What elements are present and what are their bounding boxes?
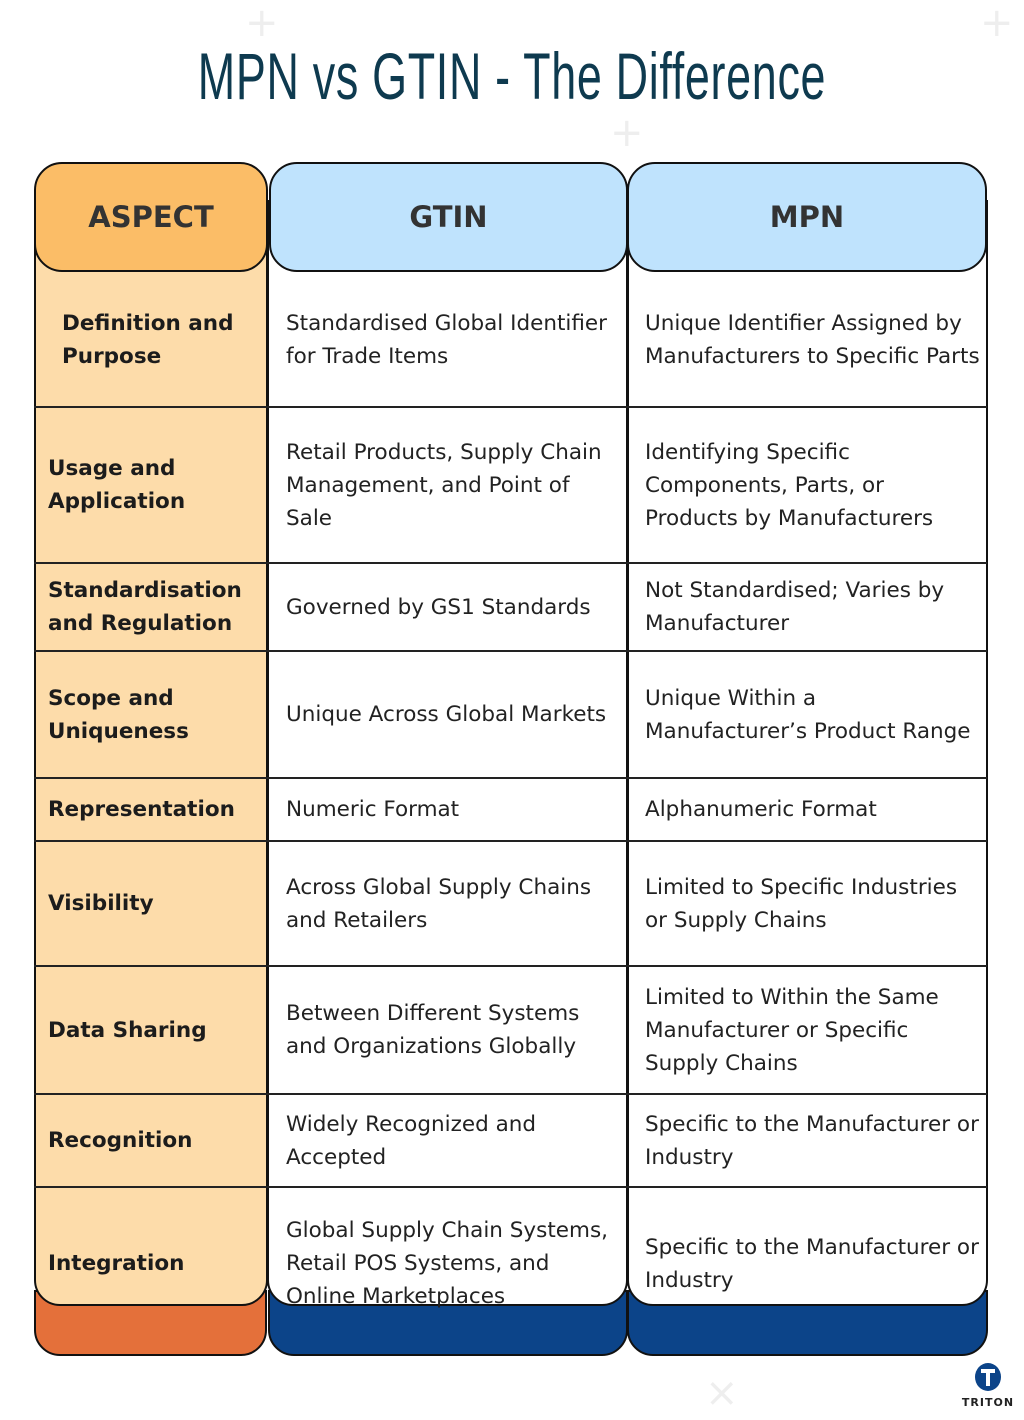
row-divider bbox=[34, 840, 987, 842]
mpn-column bbox=[627, 200, 988, 1306]
gtin-header: GTIN bbox=[269, 162, 628, 272]
aspect-column bbox=[34, 200, 268, 1306]
aspect-cell: Visibility bbox=[48, 891, 154, 916]
mpn-cell: Limited to Within the Same Manufacturer … bbox=[645, 984, 939, 1076]
aspect-cell: Standardisation and Regulation bbox=[48, 578, 242, 636]
aspect-cell: Recognition bbox=[48, 1128, 193, 1153]
page-title: MPN vs GTIN - The Difference bbox=[197, 39, 827, 113]
aspect-cell: Definition and Purpose bbox=[62, 310, 234, 369]
triton-t-logo-icon bbox=[975, 1363, 1001, 1391]
gtin-cell: Governed by GS1 Standards bbox=[286, 594, 591, 620]
gtin-cell: Global Supply Chain Systems, Retail POS … bbox=[286, 1218, 608, 1309]
plus-decoration: + bbox=[610, 110, 644, 156]
aspect-cell: Representation bbox=[48, 797, 235, 822]
plus-decoration: + bbox=[245, 0, 279, 46]
aspect-header: ASPECT bbox=[34, 162, 268, 272]
gtin-cell: Between Different Systems and Organizati… bbox=[286, 1001, 580, 1059]
gtin-cell: Widely Recognized and Accepted bbox=[286, 1111, 537, 1170]
aspect-cell: Data Sharing bbox=[48, 1017, 207, 1043]
row-divider bbox=[34, 777, 987, 779]
mpn-cell: Alphanumeric Format bbox=[645, 797, 877, 822]
x-decoration: × bbox=[705, 1370, 739, 1416]
aspect-cell: Scope and Uniqueness bbox=[48, 685, 189, 744]
gtin-cell: Unique Across Global Markets bbox=[286, 702, 607, 727]
mpn-header: MPN bbox=[627, 162, 987, 272]
mpn-cell: Limited to Specific Industries or Supply… bbox=[645, 874, 958, 933]
aspect-cell: Usage and Application bbox=[48, 456, 186, 514]
mpn-cell: Not Standardised; Varies by Manufacturer bbox=[645, 578, 945, 636]
gtin-cell: Across Global Supply Chains and Retailer… bbox=[286, 874, 592, 933]
row-divider bbox=[34, 1186, 987, 1188]
triton-logo: TRITON bbox=[958, 1362, 1018, 1409]
gtin-column bbox=[267, 200, 628, 1306]
mpn-cell: Unique Within a Manufacturer’s Product R… bbox=[645, 685, 971, 744]
gtin-cell: Standardised Global Identifier for Trade… bbox=[286, 310, 607, 369]
mpn-cell: Unique Identifier Assigned by Manufactur… bbox=[645, 310, 980, 369]
plus-decoration: + bbox=[980, 0, 1014, 46]
row-divider bbox=[34, 1093, 987, 1095]
gtin-cell: Numeric Format bbox=[286, 797, 460, 822]
mpn-cell: Identifying Specific Components, Parts, … bbox=[645, 439, 934, 531]
row-divider bbox=[34, 562, 987, 564]
aspect-cell: Integration bbox=[48, 1251, 185, 1276]
row-divider bbox=[34, 406, 987, 408]
mpn-cell: Specific to the Manufacturer or Industry bbox=[645, 1111, 979, 1170]
row-divider bbox=[34, 965, 987, 967]
logo-text: TRITON bbox=[961, 1396, 1015, 1409]
row-divider bbox=[34, 650, 987, 652]
gtin-cell: Retail Products, Supply Chain Management… bbox=[286, 439, 602, 531]
mpn-cell: Specific to the Manufacturer or Industry bbox=[645, 1234, 979, 1293]
